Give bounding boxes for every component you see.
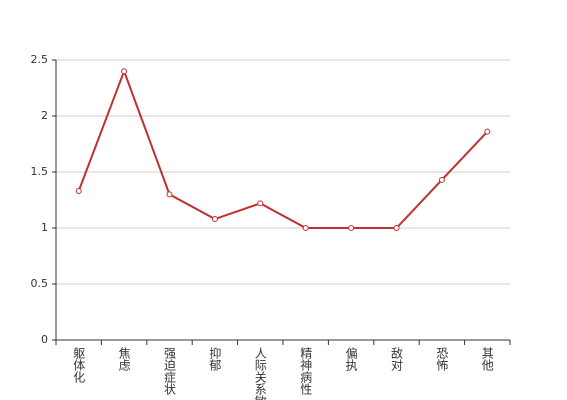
x-tick-label: 精神病性 [299,347,313,396]
point [257,200,264,207]
y-tick-label: 0.5 [31,277,49,290]
x-tick-label: 敌对 [390,346,404,371]
point [166,191,173,198]
y-tick-label: 2.5 [31,53,49,66]
point [302,225,309,231]
x-tick-label: 人际关系敏感 [253,347,267,400]
point [75,188,82,195]
point [211,216,218,223]
x-tick-label: 抑郁 [208,346,222,372]
point [438,176,445,183]
x-tick-label: 焦虑 [117,347,131,371]
y-tick-label: 1 [41,221,48,234]
point [484,128,491,135]
x-tick-label: 偏执 [344,346,358,372]
point [121,68,128,75]
line [77,68,489,229]
point [393,225,400,231]
x-tick-label: 恐怖 [435,347,449,371]
y-tick-label: 0 [41,333,48,346]
x-tick-label: 强迫症状 [163,347,177,395]
point [348,225,355,231]
y-tick-label: 1.5 [31,165,49,178]
x-tick-label: 躯体化 [72,346,86,384]
x-tick-label: 其他 [480,347,494,371]
y-tick-label: 2 [41,109,48,122]
